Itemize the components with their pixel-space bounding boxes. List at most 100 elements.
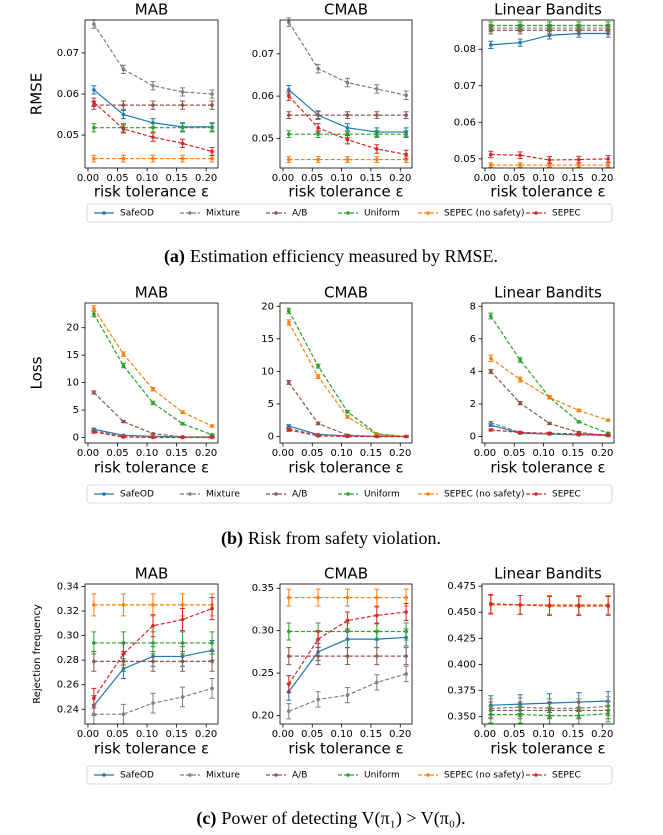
x-tick-label: 0.00 (77, 729, 99, 740)
point (121, 127, 126, 131)
x-tick-label: 0.20 (195, 173, 217, 184)
legend-label: Mixture (206, 771, 240, 781)
point (577, 163, 581, 167)
point (121, 419, 126, 424)
series (488, 354, 611, 423)
point (489, 356, 493, 361)
point (151, 103, 155, 107)
point (606, 163, 610, 167)
x-tick-label: 0.05 (301, 448, 323, 459)
point (92, 603, 96, 607)
point (287, 20, 291, 24)
x-axis-label: risk tolerance ε (94, 740, 209, 758)
y-tick-label: 10 (261, 366, 274, 377)
x-tick-label: 0.10 (532, 448, 554, 459)
legend-label: Uniform (364, 490, 400, 500)
point (151, 156, 155, 161)
caption-label: (c) (196, 808, 216, 829)
point (180, 103, 185, 107)
axes-frame (84, 583, 219, 725)
point (606, 711, 610, 716)
legend-marker (102, 492, 106, 496)
chart-title: Linear Bandits (494, 1, 602, 19)
point (404, 654, 408, 658)
point (92, 100, 96, 105)
point (180, 641, 185, 645)
series (286, 319, 409, 439)
series (91, 19, 215, 99)
x-axis-label: risk tolerance ε (490, 183, 605, 201)
point (92, 430, 96, 434)
point (404, 434, 408, 439)
x-tick-label: 0.10 (330, 448, 352, 459)
point (547, 158, 552, 162)
point (375, 147, 379, 151)
point (606, 23, 610, 28)
point (180, 617, 185, 622)
point (151, 641, 155, 645)
y-tick-label: 0.05 (252, 133, 274, 144)
series (286, 647, 409, 666)
point (577, 604, 581, 608)
x-tick-label: 0.15 (562, 448, 584, 459)
point (121, 67, 126, 72)
series-line (93, 431, 213, 439)
axes-frame (279, 583, 413, 725)
axes-frame (84, 302, 219, 444)
point (577, 157, 581, 162)
point (518, 377, 522, 382)
x-tick-label: 0.05 (106, 173, 128, 184)
x-tick-label: 0.10 (136, 729, 158, 740)
x-axis-label: risk tolerance ε (94, 183, 209, 201)
y-tick-label: 0.30 (252, 626, 274, 637)
point (489, 314, 493, 318)
chart-title: Linear Bandits (494, 284, 602, 302)
legend-label: Mixture (206, 209, 240, 219)
point (577, 713, 581, 718)
series (488, 428, 611, 437)
point (404, 629, 408, 634)
series (286, 428, 409, 439)
point (518, 163, 522, 167)
legend-marker (534, 492, 538, 496)
point (489, 43, 493, 47)
x-tick-label: 0.00 (474, 173, 496, 184)
point (210, 435, 214, 440)
point (92, 712, 96, 716)
series-line (490, 153, 609, 161)
point (316, 421, 320, 426)
point (345, 618, 350, 623)
legend-marker (426, 211, 430, 215)
point (180, 421, 185, 426)
legend-label: SafeOD (120, 771, 154, 781)
y-tick-label: 0.32 (57, 606, 79, 617)
axes-frame (84, 19, 219, 169)
x-axis-label: risk tolerance ε (490, 459, 605, 477)
y-tick-label: 0.400 (447, 659, 476, 670)
point (287, 629, 291, 634)
y-tick-label: 2 (470, 399, 476, 410)
x-tick-label: 0.20 (389, 173, 411, 184)
y-tick-label: 8 (470, 301, 476, 312)
legend-marker (534, 211, 538, 215)
y-tick-label: 0 (73, 433, 79, 444)
legend-marker (426, 773, 430, 777)
point (92, 156, 96, 161)
point (518, 23, 522, 28)
y-tick-label: 0.450 (447, 607, 476, 618)
axes-frame (481, 19, 615, 169)
y-tick-label: 0.34 (57, 581, 79, 592)
caption-text: Estimation efficiency measured by RMSE. (190, 246, 498, 266)
y-tick-label: 4 (470, 366, 476, 377)
axes-frame (279, 302, 413, 444)
point (210, 432, 214, 437)
x-tick-label: 0.20 (591, 173, 613, 184)
series (91, 390, 215, 440)
point (287, 113, 291, 117)
point (92, 88, 96, 92)
x-tick-label: 0.00 (77, 173, 99, 184)
y-tick-label: 20 (261, 301, 274, 312)
legend-label: Mixture (206, 490, 240, 500)
point (210, 424, 214, 428)
chart-title: CMAB (324, 565, 368, 583)
